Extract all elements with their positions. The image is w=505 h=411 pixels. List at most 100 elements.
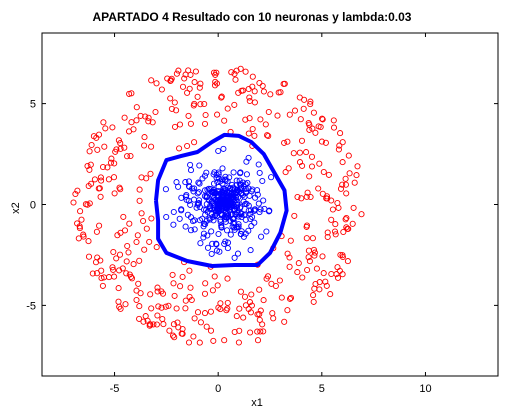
data-point <box>236 177 243 184</box>
data-point <box>95 185 102 192</box>
x-tick-label: 5 <box>319 383 325 395</box>
data-point <box>263 228 270 235</box>
data-point <box>181 75 188 82</box>
data-point <box>256 316 263 323</box>
data-point <box>323 282 330 289</box>
data-point <box>209 287 216 294</box>
data-point <box>150 321 157 328</box>
data-point <box>110 174 118 181</box>
data-point <box>262 121 269 128</box>
data-point <box>308 163 316 170</box>
data-point <box>141 142 148 149</box>
data-point <box>339 159 346 166</box>
data-point <box>284 307 291 314</box>
data-point <box>185 197 192 204</box>
data-point <box>257 307 264 314</box>
data-point <box>226 174 233 181</box>
data-point <box>85 253 93 260</box>
data-point <box>316 160 323 167</box>
data-point <box>74 220 81 227</box>
data-point <box>237 181 244 188</box>
data-point <box>213 240 220 247</box>
data-point <box>190 102 197 109</box>
data-point <box>213 69 220 76</box>
data-point <box>234 202 241 209</box>
data-point <box>343 190 350 197</box>
data-point <box>216 248 223 255</box>
data-point <box>249 73 256 80</box>
data-point <box>143 175 150 182</box>
data-point <box>245 185 252 192</box>
data-point <box>148 305 155 312</box>
data-point <box>256 169 263 176</box>
data-point <box>310 292 317 299</box>
data-point <box>286 295 294 302</box>
data-point <box>127 152 134 160</box>
data-point <box>246 97 253 105</box>
data-point <box>185 339 193 346</box>
data-point <box>136 186 143 193</box>
data-point <box>240 198 247 205</box>
data-point <box>206 197 213 204</box>
data-point <box>300 105 307 112</box>
data-point <box>136 315 143 322</box>
data-point <box>204 232 211 239</box>
data-point <box>223 227 231 234</box>
data-point <box>238 214 245 221</box>
data-point <box>210 69 218 76</box>
data-point <box>228 211 235 218</box>
data-point <box>242 181 249 188</box>
data-point <box>191 226 198 233</box>
data-point <box>337 130 344 137</box>
data-point <box>122 301 129 308</box>
data-point <box>217 199 225 207</box>
data-point <box>200 230 207 237</box>
data-point <box>235 339 242 346</box>
data-point <box>142 313 149 320</box>
data-point <box>309 235 316 242</box>
data-point <box>339 253 346 261</box>
data-point <box>249 186 256 193</box>
data-point <box>307 101 314 108</box>
data-point <box>124 153 131 160</box>
data-point <box>233 177 240 184</box>
data-point <box>282 169 289 176</box>
data-point <box>141 134 148 141</box>
data-point <box>332 221 339 228</box>
data-point <box>221 337 228 344</box>
data-point <box>240 314 247 321</box>
data-point <box>247 215 254 222</box>
data-point <box>217 216 224 223</box>
data-point <box>167 95 174 102</box>
data-point <box>87 161 94 168</box>
data-point <box>100 274 108 281</box>
data-point <box>191 315 198 322</box>
data-point <box>220 192 227 199</box>
data-point <box>217 306 224 313</box>
data-point <box>99 163 107 171</box>
data-point <box>145 114 152 121</box>
data-point <box>201 120 209 127</box>
data-point <box>315 185 322 192</box>
data-point <box>148 77 155 84</box>
data-point <box>203 323 210 330</box>
data-point <box>324 229 331 236</box>
data-point <box>127 273 135 280</box>
ticks-layer: -5 0 5 10 -5 0 5 <box>26 33 498 395</box>
data-point <box>216 208 223 215</box>
data-point <box>147 321 154 328</box>
data-point <box>170 208 177 216</box>
data-point <box>194 309 202 316</box>
data-point <box>211 273 218 280</box>
data-point <box>72 190 79 198</box>
data-point <box>334 199 341 207</box>
data-point <box>137 112 144 119</box>
data-point <box>202 221 209 228</box>
data-point <box>121 114 128 121</box>
data-point <box>182 223 189 230</box>
y-axis-label: x2 <box>10 202 22 214</box>
data-point <box>154 312 161 319</box>
data-point <box>218 222 225 229</box>
data-point <box>296 94 303 101</box>
data-point <box>89 270 96 277</box>
